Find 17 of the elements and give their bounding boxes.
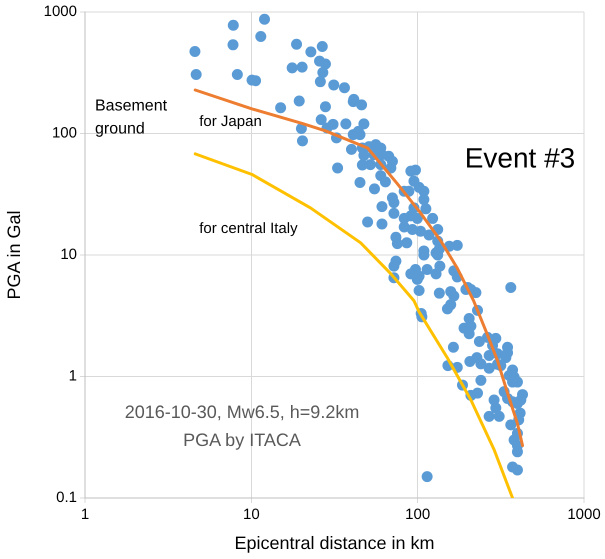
y-tick-label: 0.1: [56, 489, 77, 506]
annotation: Basement ground: [95, 97, 168, 138]
y-tick-label: 10: [60, 246, 77, 264]
x-tick-label: 100: [405, 506, 430, 524]
series-label: for Japan: [199, 113, 262, 130]
x-tick-label: 1000: [567, 506, 601, 524]
series-label: for central Italy: [199, 220, 298, 237]
annotation: 2016-10-30, Mw6.5, h=9.2km: [124, 402, 360, 422]
x-axis-title: Epicentral distance in km: [234, 533, 435, 554]
annotation: Event #3: [464, 142, 576, 174]
y-tick-label: 100: [52, 124, 77, 142]
x-tick-label: 10: [242, 506, 260, 524]
x-tick-label: 1: [80, 506, 90, 524]
y-tick-label: 1000: [44, 3, 77, 20]
annotation: PGA by ITACA: [183, 430, 301, 450]
y-tick-label: 1: [68, 368, 77, 385]
y-axis-title: PGA in Gal: [4, 210, 24, 300]
